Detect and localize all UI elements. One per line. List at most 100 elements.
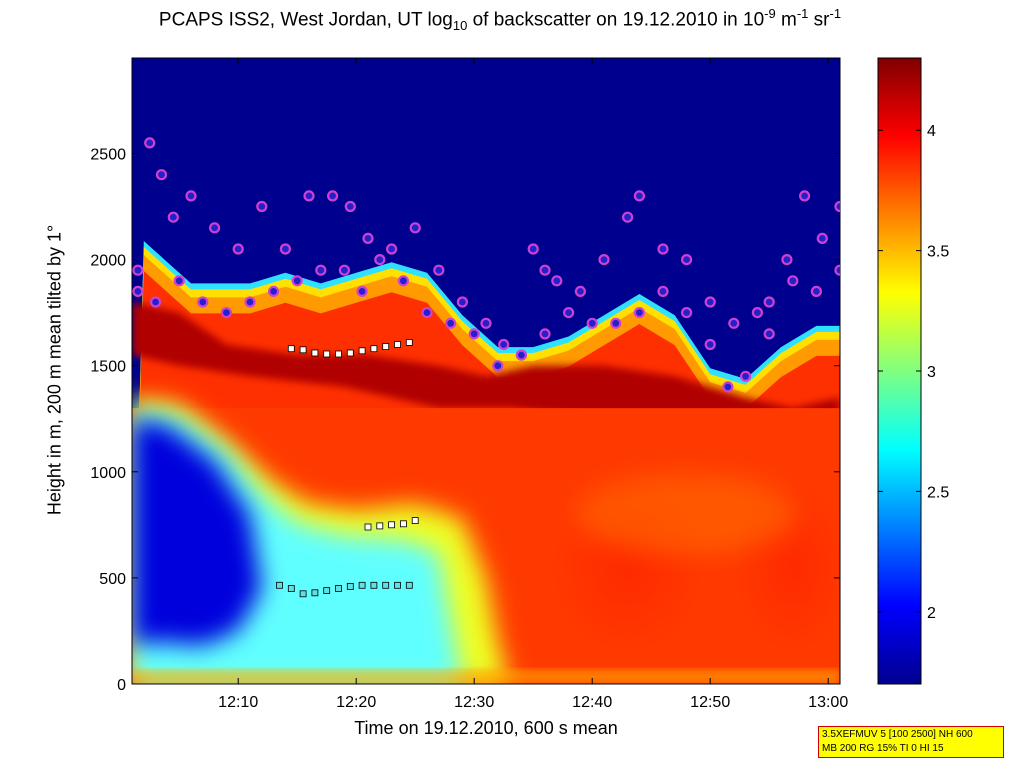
lower-layer-marker [763, 296, 775, 308]
y-tick-label: 1500 [90, 359, 126, 376]
upper-layer-marker [386, 243, 398, 255]
lower-layer-marker [468, 328, 480, 340]
axes: 12:10 12:20 12:30 12:40 12:50 13:00 0 500 1000 15… [90, 58, 848, 711]
orange-haze-patch [576, 474, 797, 555]
lower-layer-marker [562, 307, 575, 319]
upper-layer-marker [132, 264, 144, 276]
lower-layer-marker [356, 285, 368, 297]
lower-layer-marker [291, 275, 303, 287]
upper-layer-marker [256, 200, 268, 213]
upper-layer-marker [498, 338, 510, 351]
boundary-square-marker [287, 585, 295, 592]
mid-square-marker [364, 523, 372, 531]
x-tick-label: 12:30 [454, 694, 494, 711]
upper-layer-marker [344, 200, 356, 213]
lower-layer-marker [680, 307, 693, 319]
upper-layer-marker [155, 169, 168, 181]
boundary-square-marker [358, 581, 366, 589]
colorbar [877, 57, 922, 685]
settings-info-box: 3.5XEFMUV 5 [100 2500] NH 600 MB 200 RG … [818, 726, 1004, 758]
lower-layer-marker [787, 275, 799, 287]
lower-layer-marker [586, 317, 598, 329]
lower-layer-marker [834, 264, 840, 276]
upper-layer-marker [362, 232, 374, 244]
upper-square-marker [299, 346, 307, 354]
info-line-2: MB 200 RG 15% TI 0 HI 15 [822, 743, 944, 754]
lower-layer-marker [704, 338, 716, 351]
colorbar-tick-label: 2.5 [927, 484, 949, 501]
lower-layer-marker [539, 328, 551, 340]
upper-layer-marker [633, 190, 646, 202]
upper-layer-marker [167, 211, 179, 223]
lower-layer-marker [657, 285, 669, 297]
lower-layer-marker [150, 296, 162, 308]
upper-layer-marker [209, 222, 221, 234]
upper-layer-marker [680, 254, 693, 266]
upper-layer-marker [781, 254, 793, 266]
upper-layer-marker [551, 275, 563, 287]
upper-layer-marker [232, 243, 244, 255]
upper-square-marker [382, 343, 390, 351]
surface-haze [132, 669, 840, 684]
upper-square-marker [335, 350, 342, 358]
upper-square-marker [370, 345, 378, 353]
upper-layer-marker [751, 307, 764, 319]
lower-layer-marker [421, 307, 433, 319]
lower-layer-marker [197, 296, 209, 308]
upper-layer-marker [303, 190, 315, 202]
y-tick-label: 0 [117, 677, 126, 694]
y-axis-label: Height in m, 200 m mean tilted by 1° [44, 224, 65, 516]
upper-square-marker [346, 349, 354, 357]
y-tick-label: 500 [99, 571, 126, 588]
upper-layer-marker [409, 222, 421, 234]
upper-layer-marker [704, 296, 716, 308]
lower-layer-marker [374, 254, 386, 266]
boundary-square-marker [394, 581, 401, 589]
x-tick-label: 12:10 [218, 694, 258, 711]
upper-layer-marker [798, 190, 811, 202]
lower-layer-marker [492, 360, 504, 372]
info-line-1: 3.5XEFMUV 5 [100 2500] NH 600 [822, 729, 973, 740]
boundary-square-marker [405, 581, 413, 589]
lower-layer-marker [397, 275, 409, 287]
boundary-square-marker [276, 581, 283, 589]
mid-square-marker [411, 517, 419, 524]
lower-layer-marker [244, 296, 256, 308]
upper-layer-marker [539, 264, 551, 276]
lower-layer-marker [610, 317, 622, 329]
chart-title: PCAPS ISS2, West Jordan, UT log10 of bac… [158, 6, 842, 34]
y-tick-label: 2000 [90, 253, 126, 270]
x-tick-label: 12:50 [690, 694, 730, 711]
mid-square-marker [388, 521, 396, 529]
upper-layer-marker [834, 200, 840, 213]
plot-area [132, 58, 840, 684]
lower-layer-marker [810, 285, 823, 297]
colorbar-tick-label: 4 [927, 123, 936, 140]
upper-square-marker [287, 345, 295, 353]
lower-layer-marker [445, 317, 457, 329]
lower-layer-marker [220, 307, 232, 319]
plot-frame [131, 57, 841, 685]
colorbar-ticks: 2 2.5 3 3.5 4 [878, 123, 949, 622]
boundary-square-marker [299, 590, 307, 598]
upper-layer-marker [598, 254, 610, 266]
lower-layer-marker [515, 349, 528, 361]
upper-layer-marker [657, 243, 669, 255]
boundary-square-marker [323, 587, 331, 594]
upper-square-marker [394, 341, 401, 348]
lower-layer-marker [633, 307, 646, 319]
blue-clean-pocket [132, 418, 262, 684]
colorbar-tick-label: 3 [927, 364, 936, 381]
boundary-square-marker [346, 583, 354, 590]
colorbar-tick-label: 2 [927, 605, 936, 622]
boundary-square-marker [335, 585, 342, 592]
upper-layer-marker [185, 190, 197, 202]
upper-square-marker [311, 349, 319, 357]
lower-layer-marker [173, 275, 185, 287]
upper-layer-marker [621, 211, 634, 223]
layer-markers [132, 137, 840, 598]
lower-layer-marker [739, 370, 752, 382]
x-tick-label: 12:20 [336, 694, 376, 711]
boundary-square-marker [311, 589, 319, 597]
